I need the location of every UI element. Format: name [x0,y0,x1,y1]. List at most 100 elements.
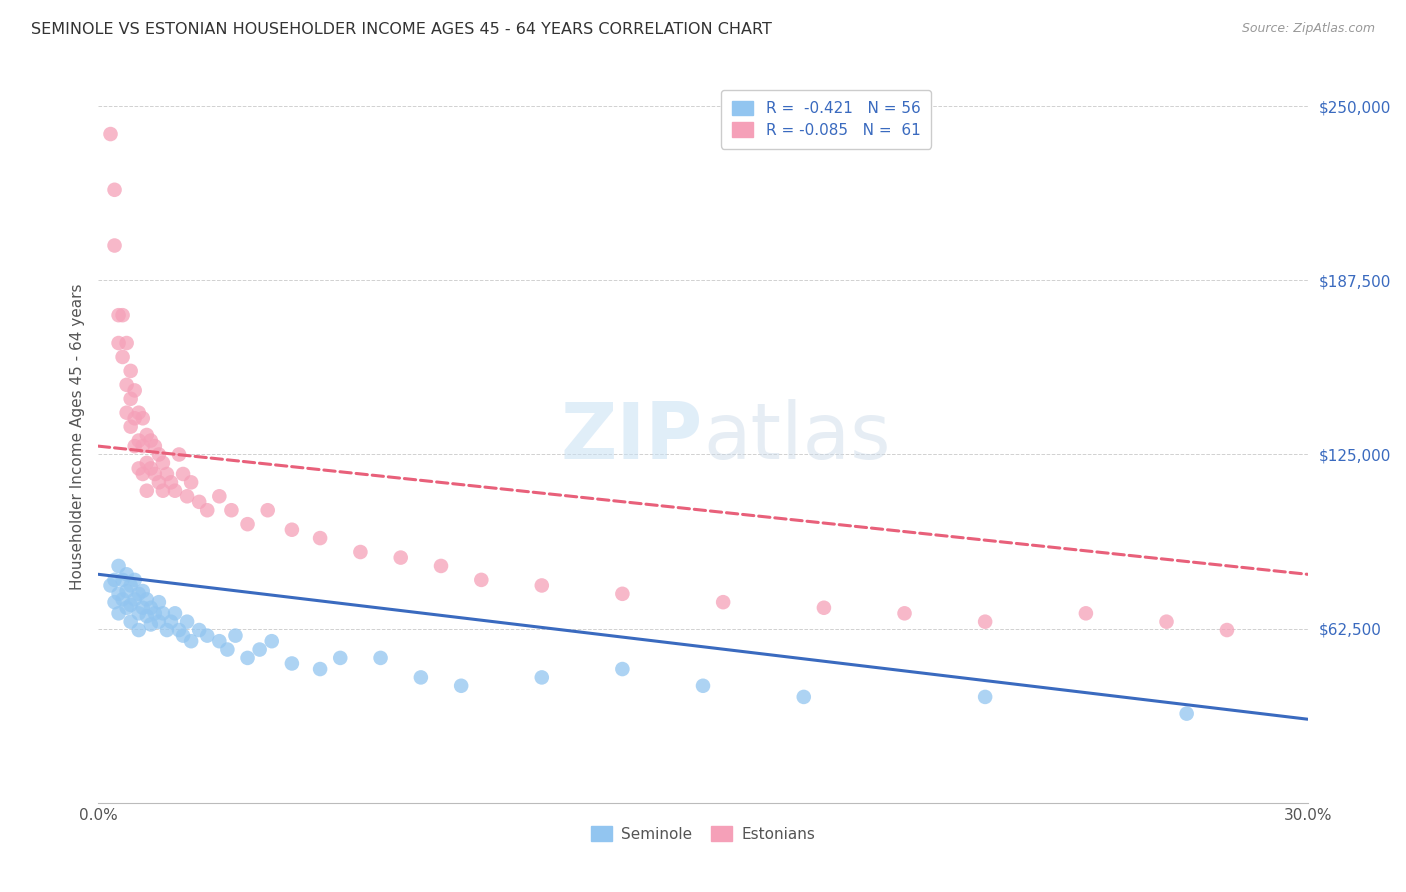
Point [163,607,186,621]
Point [612,662,634,676]
Point [128,406,150,420]
Point [430,558,453,573]
Legend: Seminole, Estonians: Seminole, Estonians [585,820,821,847]
Point [172,629,194,643]
Point [115,336,138,351]
Point [156,467,179,481]
Point [1175,706,1198,721]
Point [148,615,170,629]
Point [135,609,157,624]
Point [692,679,714,693]
Point [221,503,243,517]
Point [188,623,211,637]
Point [813,600,835,615]
Point [148,448,170,462]
Point [120,419,142,434]
Point [148,595,170,609]
Point [195,503,218,517]
Point [107,308,129,322]
Point [135,483,157,498]
Point [103,595,125,609]
Point [124,573,146,587]
Y-axis label: Householder Income Ages 45 - 64 years: Householder Income Ages 45 - 64 years [69,284,84,591]
Point [172,467,194,481]
Point [120,364,142,378]
Point [224,629,246,643]
Point [107,587,129,601]
Point [120,578,142,592]
Point [103,238,125,252]
Point [163,483,186,498]
Point [793,690,815,704]
Point [329,651,352,665]
Point [124,384,146,398]
Text: Source: ZipAtlas.com: Source: ZipAtlas.com [1241,22,1375,36]
Point [281,657,304,671]
Point [139,600,162,615]
Point [530,578,553,592]
Point [143,439,166,453]
Text: SEMINOLE VS ESTONIAN HOUSEHOLDER INCOME AGES 45 - 64 YEARS CORRELATION CHART: SEMINOLE VS ESTONIAN HOUSEHOLDER INCOME … [31,22,772,37]
Point [103,573,125,587]
Point [120,392,142,406]
Point [132,439,155,453]
Text: ZIP: ZIP [561,399,703,475]
Point [208,489,231,503]
Point [1074,607,1097,621]
Point [612,587,634,601]
Point [107,336,129,351]
Point [143,467,166,481]
Point [128,587,150,601]
Point [236,651,259,665]
Point [176,615,198,629]
Point [195,629,218,643]
Point [128,434,150,448]
Point [349,545,371,559]
Point [309,662,332,676]
Point [111,308,134,322]
Point [120,598,142,612]
Point [148,475,170,490]
Point [167,448,190,462]
Point [107,607,129,621]
Point [893,607,915,621]
Point [217,642,239,657]
Point [132,600,155,615]
Point [389,550,412,565]
Point [135,428,157,442]
Point [132,584,155,599]
Point [152,456,174,470]
Point [128,623,150,637]
Point [103,183,125,197]
Point [236,517,259,532]
Point [111,592,134,607]
Point [115,600,138,615]
Point [711,595,734,609]
Point [132,411,155,425]
Point [160,475,183,490]
Point [128,461,150,475]
Point [188,495,211,509]
Point [124,411,146,425]
Point [409,670,432,684]
Point [132,467,155,481]
Point [1216,623,1239,637]
Point [135,456,157,470]
Point [115,377,138,392]
Point [260,634,283,648]
Point [152,483,174,498]
Point [160,615,183,629]
Point [180,634,202,648]
Point [111,573,134,587]
Point [176,489,198,503]
Point [115,406,138,420]
Point [974,615,997,629]
Point [370,651,392,665]
Point [120,615,142,629]
Point [128,607,150,621]
Point [139,617,162,632]
Point [309,531,332,545]
Point [124,592,146,607]
Text: atlas: atlas [703,399,890,475]
Point [1156,615,1178,629]
